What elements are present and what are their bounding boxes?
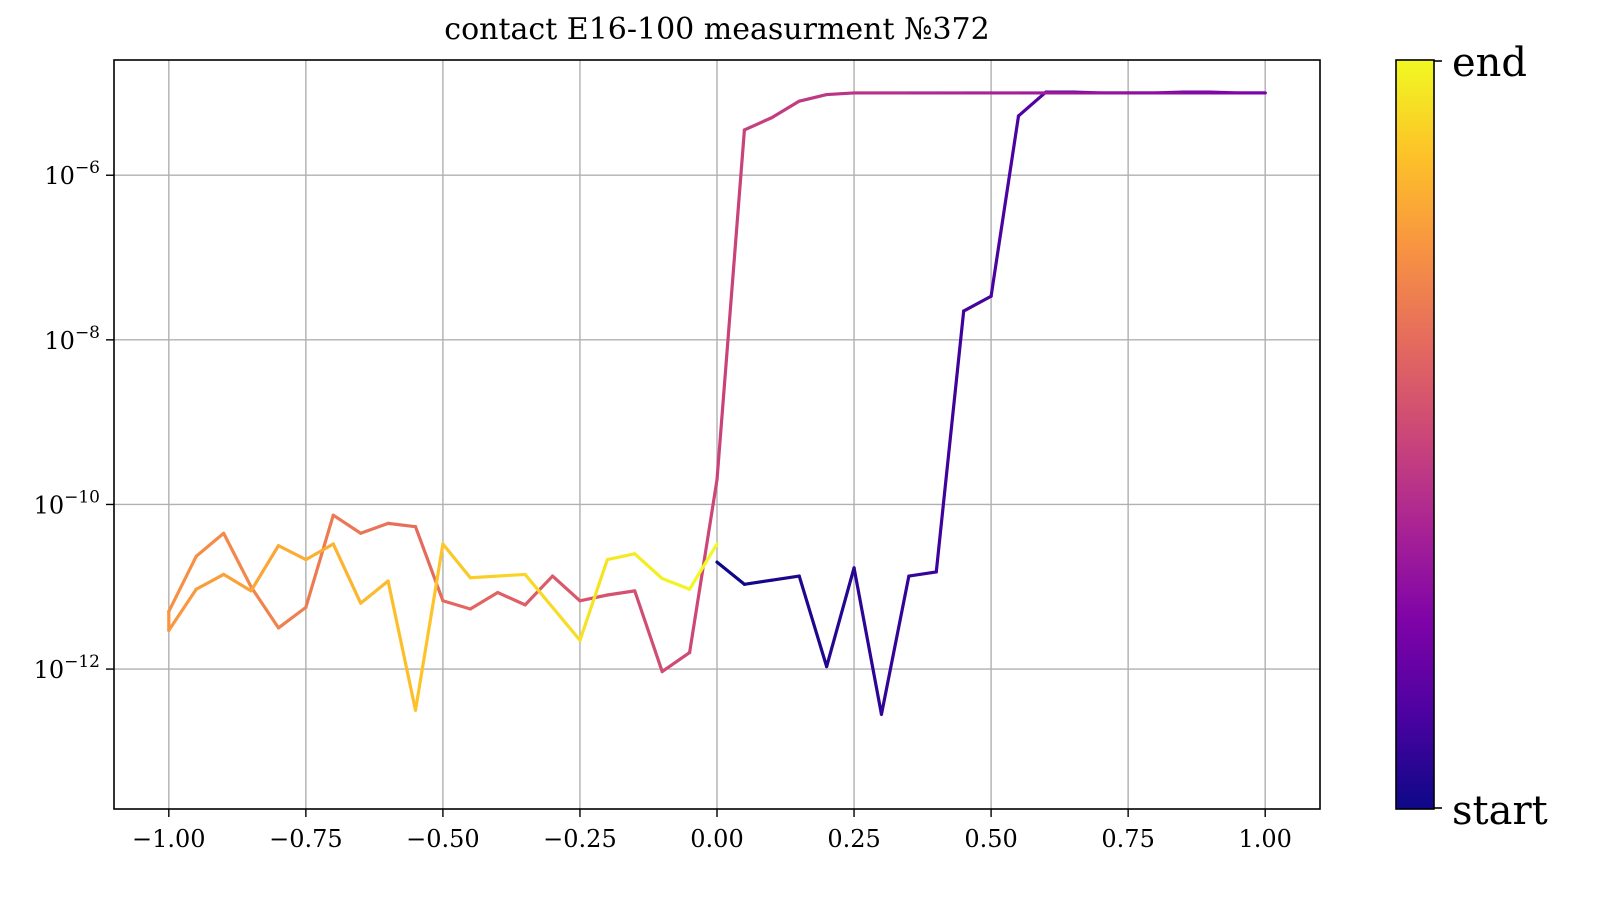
- series-segment: [496, 572, 527, 578]
- x-axis-ticks: −1.00 −0.75 −0.50 −0.25 0.00 0.25 0.50 0.75 1.00: [132, 809, 1292, 853]
- series-segment: [249, 544, 281, 593]
- series-segment: [468, 590, 500, 611]
- series-segment: [331, 542, 363, 605]
- series-segment: [413, 542, 445, 712]
- series-segment: [770, 574, 801, 582]
- x-tick-label: 0.00: [690, 825, 743, 853]
- x-tick-label: −0.25: [543, 825, 617, 853]
- series-segment: [797, 574, 829, 669]
- series-segment: [194, 531, 226, 558]
- series-segment: [222, 531, 253, 589]
- series-segment: [660, 576, 692, 591]
- series-segment: [167, 554, 198, 614]
- x-tick-label: 1.00: [1238, 825, 1291, 853]
- y-tick-label: 10−6: [44, 158, 100, 190]
- y-axis-ticks: 10−6 10−8 10−10 10−12: [34, 158, 114, 684]
- series-segment: [715, 128, 747, 482]
- series-segment: [605, 552, 637, 562]
- series-segment: [550, 605, 582, 642]
- series-segment: [633, 589, 664, 674]
- y-tick-label: 10−8: [44, 323, 100, 355]
- series-segment: [441, 542, 472, 580]
- series-segment: [523, 572, 555, 609]
- series-segment: [359, 579, 390, 605]
- series-segment: [496, 590, 527, 607]
- series-segment: [386, 579, 418, 712]
- series-segment: [715, 560, 747, 586]
- series-segment: [934, 309, 966, 574]
- x-tick-label: 0.75: [1101, 825, 1154, 853]
- x-tick-label: 0.25: [827, 825, 880, 853]
- series-segment: [852, 566, 884, 716]
- data-series-line: [167, 90, 1267, 716]
- series-segment: [359, 521, 390, 535]
- x-tick-label: −0.75: [269, 825, 343, 853]
- series-segment: [797, 92, 829, 103]
- series-segment: [825, 91, 856, 97]
- series-segment: [989, 114, 1021, 298]
- series-segment: [386, 521, 418, 529]
- series-segment: [962, 294, 993, 313]
- grid-lines: [114, 60, 1320, 809]
- y-tick-label: 10−10: [34, 487, 100, 519]
- series-segment: [222, 572, 253, 593]
- series-segment: [578, 558, 609, 642]
- x-tick-label: 0.50: [964, 825, 1017, 853]
- series-segment: [770, 99, 801, 120]
- colorbar-label-start: start: [1452, 788, 1548, 834]
- series-segment: [249, 585, 281, 630]
- series-segment: [304, 542, 335, 562]
- colorbar-label-end: end: [1452, 40, 1528, 86]
- series-segment: [441, 599, 472, 611]
- series-segment: [687, 542, 719, 591]
- series-segment: [194, 572, 226, 591]
- y-tick-label: 10−12: [34, 652, 100, 684]
- series-segment: [742, 116, 774, 132]
- series-segment: [413, 525, 445, 603]
- series-segment: [879, 574, 911, 716]
- series-segment: [907, 570, 938, 578]
- series-segment: [276, 544, 308, 562]
- series-segment: [550, 574, 582, 603]
- series-segment: [304, 513, 335, 609]
- series-segment: [1016, 90, 1048, 118]
- series-segment: [742, 578, 774, 586]
- series-segment: [660, 651, 692, 674]
- chart-title: contact E16-100 measurment №372: [444, 12, 990, 47]
- x-tick-label: −1.00: [132, 825, 206, 853]
- x-tick-label: −0.50: [406, 825, 480, 853]
- colorbar-gradient: [1395, 59, 1435, 810]
- series-segment: [167, 587, 198, 632]
- series-segment: [633, 552, 664, 581]
- series-segment: [468, 574, 500, 580]
- series-segment: [331, 513, 363, 535]
- series-segment: [605, 589, 637, 597]
- series-segment: [276, 605, 308, 630]
- series-segment: [825, 566, 856, 669]
